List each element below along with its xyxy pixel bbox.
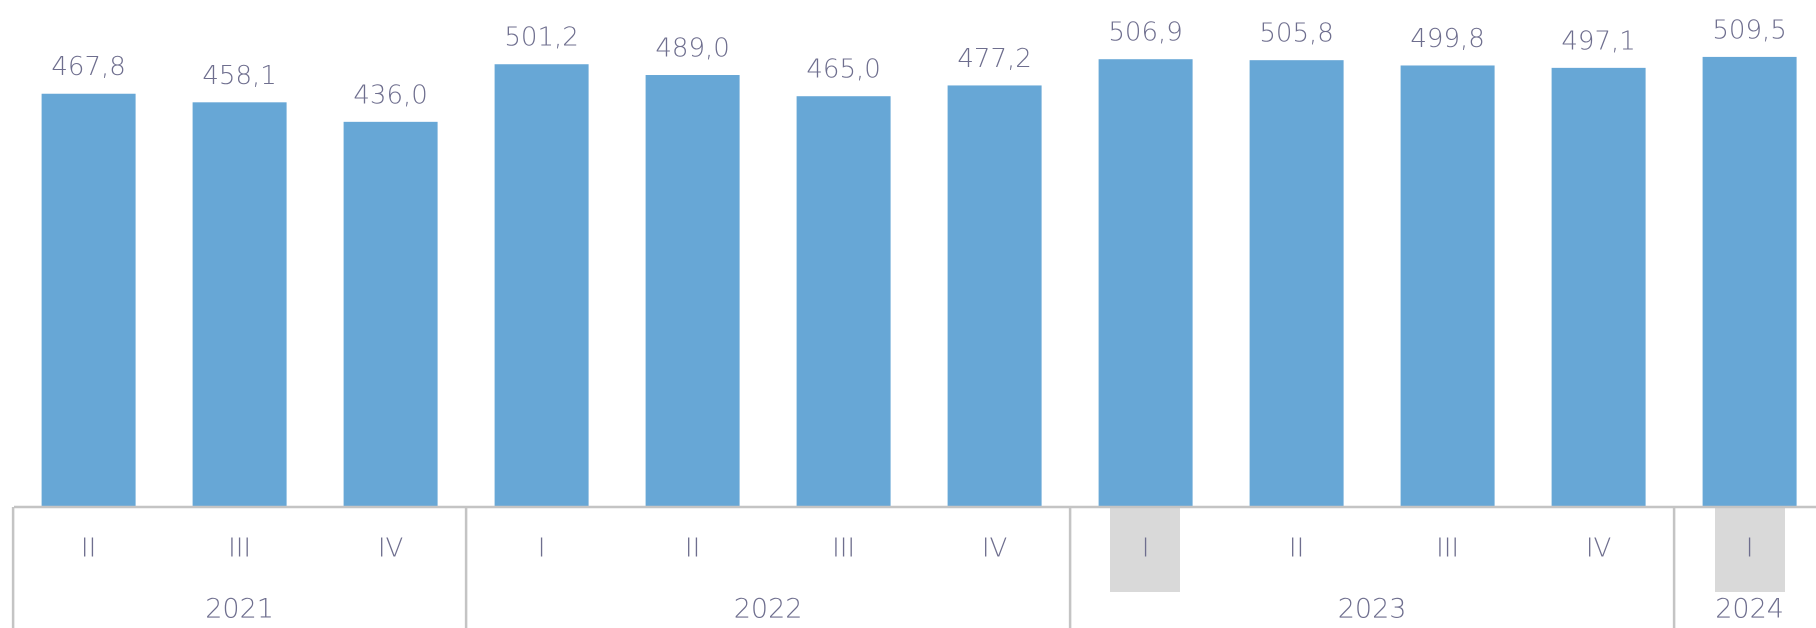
x-tick-label: I: [1746, 534, 1754, 564]
group-label: 2021: [205, 594, 274, 625]
bar: [645, 75, 740, 508]
bar: [947, 85, 1042, 507]
bar: [343, 121, 438, 508]
highlight: [1110, 508, 1180, 592]
group-label: 2023: [1338, 594, 1407, 625]
bar: [796, 96, 891, 508]
x-tick-label: IV: [1586, 534, 1611, 564]
bar: [1098, 59, 1193, 508]
bar: [1551, 67, 1646, 507]
x-tick-label: II: [1289, 534, 1304, 564]
value-label: 497,1: [1561, 26, 1635, 56]
x-tick-label: IV: [982, 534, 1007, 564]
x-tick-label: III: [832, 534, 855, 564]
x-tick-label: IV: [378, 534, 403, 564]
bar: [1249, 60, 1344, 508]
x-tick-label: III: [228, 534, 251, 564]
value-label: 501,2: [504, 23, 578, 53]
group-label: 2022: [734, 594, 803, 625]
bar: [1702, 56, 1797, 507]
value-label: 499,8: [1410, 24, 1484, 54]
value-label: 458,1: [202, 61, 276, 91]
value-label: 509,5: [1712, 15, 1786, 45]
bar: [1400, 65, 1495, 507]
value-label: 505,8: [1259, 19, 1333, 49]
x-tick-label: II: [685, 534, 700, 564]
x-tick-label: I: [1142, 534, 1150, 564]
x-tick-label: I: [538, 534, 546, 564]
group-label: 2024: [1715, 594, 1784, 625]
value-label: 436,0: [353, 80, 427, 110]
value-label: 477,2: [957, 44, 1031, 74]
x-tick-label: II: [81, 534, 96, 564]
x-tick-label: III: [1436, 534, 1459, 564]
highlight: [1715, 508, 1785, 592]
bar: [41, 93, 136, 507]
value-label: 467,8: [51, 52, 125, 82]
bar: [494, 64, 589, 507]
value-label: 506,9: [1108, 18, 1182, 48]
value-label: 465,0: [806, 55, 880, 85]
value-label: 489,0: [655, 34, 729, 64]
bar: [192, 102, 287, 508]
